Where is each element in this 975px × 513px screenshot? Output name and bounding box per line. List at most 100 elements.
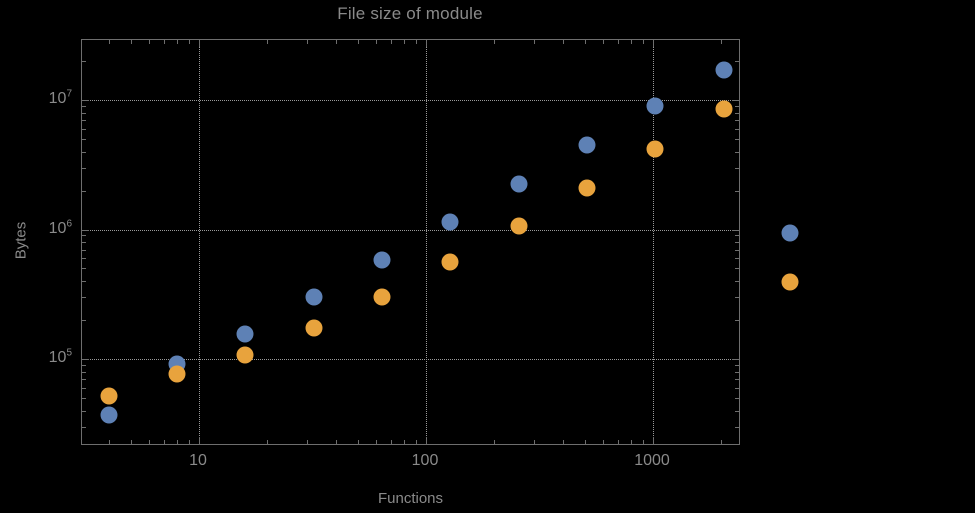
x-tick-20 <box>267 40 269 44</box>
x-tick-10 <box>199 40 200 47</box>
x-tick-500 <box>584 440 586 444</box>
x-tick-800 <box>631 40 632 44</box>
y-tick-600000 <box>735 258 739 260</box>
plot-frame <box>81 39 740 445</box>
data-point <box>715 61 733 79</box>
x-tick-500 <box>584 40 586 44</box>
y-tick-3000000 <box>735 167 739 169</box>
x-tick-100 <box>426 40 427 47</box>
orange-marker-outside <box>781 273 799 291</box>
data-point <box>236 325 254 343</box>
data-point <box>510 175 528 193</box>
data-point <box>578 179 596 197</box>
x-axis-label: Functions <box>377 490 444 507</box>
x-tick-6 <box>148 40 150 44</box>
y-tick-7000000 <box>735 120 739 122</box>
y-tick-1000000 <box>732 229 739 231</box>
y-tick-800000 <box>735 242 739 244</box>
y-tick-2000000 <box>735 190 739 192</box>
x-tick-900 <box>642 440 644 444</box>
data-point <box>646 140 664 158</box>
x-tick-60 <box>375 440 377 444</box>
data-point <box>168 365 186 383</box>
y-tick-5000000 <box>82 138 86 140</box>
x-tick-9 <box>188 440 190 444</box>
x-tick-600 <box>602 440 604 444</box>
y-tick-800000 <box>82 242 86 244</box>
x-tick-10 <box>199 437 200 444</box>
data-point <box>305 319 323 337</box>
x-tick-label-1000: 1000 <box>634 452 670 469</box>
x-tick-8 <box>177 40 178 44</box>
blue-marker-outside <box>781 224 799 242</box>
data-point <box>441 253 459 271</box>
x-tick-20 <box>267 440 269 444</box>
y-tick-10000000 <box>82 100 89 101</box>
y-tick-200000 <box>82 320 86 322</box>
data-point <box>646 97 664 115</box>
y-tick-500000 <box>82 268 86 270</box>
x-tick-90 <box>415 440 417 444</box>
y-tick-3000000 <box>82 167 86 169</box>
x-tick-80 <box>404 40 405 44</box>
y-tick-900000 <box>82 235 86 237</box>
y-tick-400000 <box>82 281 86 283</box>
y-tick-30000 <box>735 426 739 428</box>
x-tick-900 <box>642 40 644 44</box>
y-tick-90000 <box>735 364 739 366</box>
y-tick-2000000 <box>82 190 86 192</box>
y-tick-10000000 <box>732 100 739 101</box>
y-tick-400000 <box>735 281 739 283</box>
x-tick-8 <box>177 440 178 444</box>
x-tick-30 <box>307 440 309 444</box>
x-tick-50 <box>357 40 359 44</box>
x-tick-30 <box>307 40 309 44</box>
y-tick-7000000 <box>82 120 86 122</box>
x-tick-1000 <box>653 40 654 47</box>
x-tick-80 <box>404 440 405 444</box>
x-tick-800 <box>631 440 632 444</box>
x-tick-label-10: 10 <box>189 452 207 469</box>
data-point <box>441 213 459 231</box>
y-tick-600000 <box>82 258 86 260</box>
y-tick-6000000 <box>735 128 739 130</box>
data-point <box>510 217 528 235</box>
y-tick-4000000 <box>82 151 86 153</box>
x-tick-6 <box>148 440 150 444</box>
x-tick-50 <box>357 440 359 444</box>
y-tick-40000 <box>82 410 86 412</box>
x-tick-2000 <box>721 440 723 444</box>
y-tick-700000 <box>82 249 86 251</box>
gridline-horizontal-1e6 <box>82 229 739 231</box>
y-tick-100000 <box>82 359 89 360</box>
y-tick-9000000 <box>735 105 739 107</box>
x-tick-2000 <box>721 40 723 44</box>
data-point <box>100 406 118 424</box>
x-tick-9 <box>188 40 190 44</box>
data-point <box>100 387 118 405</box>
x-tick-40 <box>335 40 337 44</box>
x-tick-400 <box>562 40 564 44</box>
x-tick-5 <box>130 440 132 444</box>
x-tick-label-100: 100 <box>411 452 439 469</box>
x-tick-300 <box>534 440 536 444</box>
gridline-horizontal-1e5 <box>82 359 739 360</box>
x-tick-200 <box>494 440 496 444</box>
data-point <box>305 288 323 306</box>
y-tick-50000 <box>735 397 739 399</box>
x-tick-40 <box>335 440 337 444</box>
y-tick-20000000 <box>735 61 739 63</box>
y-tick-label-1e5: 105 <box>48 347 72 366</box>
y-tick-1000000 <box>82 229 89 231</box>
x-tick-4 <box>108 40 110 44</box>
y-tick-700000 <box>735 249 739 251</box>
y-tick-80000 <box>735 371 739 373</box>
gridline-vertical-100 <box>426 40 427 444</box>
data-point <box>373 251 391 269</box>
y-tick-label-1e6: 106 <box>48 218 72 237</box>
y-tick-9000000 <box>82 105 86 107</box>
y-tick-60000 <box>735 387 739 389</box>
x-tick-300 <box>534 40 536 44</box>
y-tick-500000 <box>735 268 739 270</box>
y-tick-100000 <box>732 359 739 360</box>
